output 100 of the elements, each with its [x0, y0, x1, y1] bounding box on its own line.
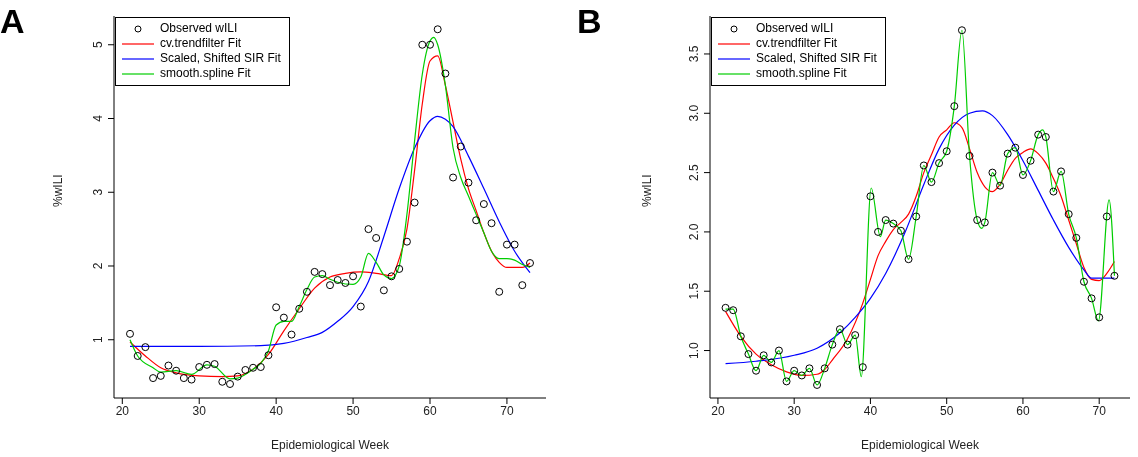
point [202, 360, 211, 369]
point [133, 351, 142, 360]
x-tick-label: 40 [863, 403, 878, 418]
x-tick-label: 70 [500, 403, 514, 418]
point [302, 287, 311, 296]
point [1072, 233, 1081, 242]
point [874, 227, 883, 236]
point [1095, 313, 1104, 322]
point [813, 380, 822, 389]
y-tick-label: 3.0 [687, 104, 701, 122]
point [410, 198, 419, 207]
point [526, 259, 534, 268]
x-tick-label: 20 [711, 403, 725, 418]
point [782, 377, 791, 386]
point [433, 25, 442, 34]
point [805, 364, 814, 373]
point [233, 372, 242, 381]
point [919, 161, 928, 170]
x-axis-title: Epidemiological Week [271, 438, 390, 452]
point [965, 151, 974, 160]
y-tick-label: 2.5 [687, 163, 701, 181]
chart-title: B [577, 2, 602, 41]
point [256, 363, 265, 372]
point [295, 304, 304, 313]
point [472, 216, 481, 225]
point [752, 366, 761, 375]
point [379, 286, 388, 295]
point [744, 350, 753, 359]
point [141, 343, 150, 352]
point [797, 371, 806, 380]
point [272, 303, 281, 312]
line-series [129, 115, 531, 347]
point [418, 40, 427, 49]
point [1026, 156, 1035, 165]
y-tick-label: 1.5 [687, 282, 701, 300]
point [866, 192, 875, 201]
legend-label: cv.trendfilter Fit [756, 36, 838, 51]
point [973, 216, 982, 225]
legend-label: Scaled, Shifted SIR Fit [160, 51, 281, 66]
legend-label: Scaled, Shifted SIR Fit [756, 51, 877, 66]
point [767, 358, 776, 367]
y-tick-label: 4 [91, 114, 105, 122]
point [456, 142, 465, 151]
point [226, 379, 234, 388]
point [502, 240, 511, 249]
point [1110, 271, 1119, 280]
x-tick-label: 30 [787, 403, 802, 418]
x-tick-label: 60 [1016, 403, 1030, 418]
point [721, 303, 730, 312]
legend-label: cv.trendfilter Fit [160, 36, 242, 51]
point [1018, 170, 1027, 179]
y-axis-title: %wILI [640, 174, 655, 207]
point [356, 302, 365, 311]
point [279, 313, 288, 322]
point [287, 330, 296, 339]
point [249, 363, 258, 372]
y-tick-label: 3 [91, 188, 105, 196]
x-tick-label: 60 [423, 403, 437, 418]
legend-label: smooth.spline Fit [160, 66, 251, 81]
point [395, 264, 404, 273]
y-tick-label: 1.0 [687, 341, 701, 359]
point [372, 233, 381, 242]
point [843, 340, 852, 349]
x-axis-title: Epidemiological Week [861, 438, 980, 452]
point [912, 212, 921, 221]
y-tick-label: 2 [91, 262, 105, 270]
chart-title: A [0, 2, 25, 41]
point [835, 325, 844, 334]
point [172, 366, 181, 375]
point [179, 374, 188, 383]
point [1011, 143, 1020, 152]
y-axis-title: %wILI [51, 174, 66, 207]
point [241, 365, 250, 374]
y-tick-label: 3.5 [687, 45, 701, 63]
point [518, 281, 527, 290]
point [364, 225, 373, 234]
y-tick-label: 1 [91, 336, 105, 344]
point [310, 267, 319, 276]
point [759, 351, 768, 360]
point [164, 361, 173, 370]
x-tick-label: 40 [269, 403, 284, 418]
y-tick-label: 2.0 [687, 223, 701, 241]
point [449, 173, 458, 182]
point [1079, 277, 1088, 286]
point [950, 102, 959, 111]
point [942, 147, 951, 156]
point [896, 226, 905, 235]
point [1064, 210, 1073, 219]
point [858, 363, 867, 372]
legend-label: smooth.spline Fit [756, 66, 847, 81]
point [441, 69, 450, 78]
point [881, 216, 890, 225]
point [980, 218, 989, 227]
point [156, 371, 165, 380]
point [387, 272, 396, 281]
point [889, 219, 898, 228]
point [341, 278, 350, 287]
x-tick-label: 70 [1092, 403, 1107, 418]
point [1049, 187, 1058, 196]
point [195, 363, 204, 372]
